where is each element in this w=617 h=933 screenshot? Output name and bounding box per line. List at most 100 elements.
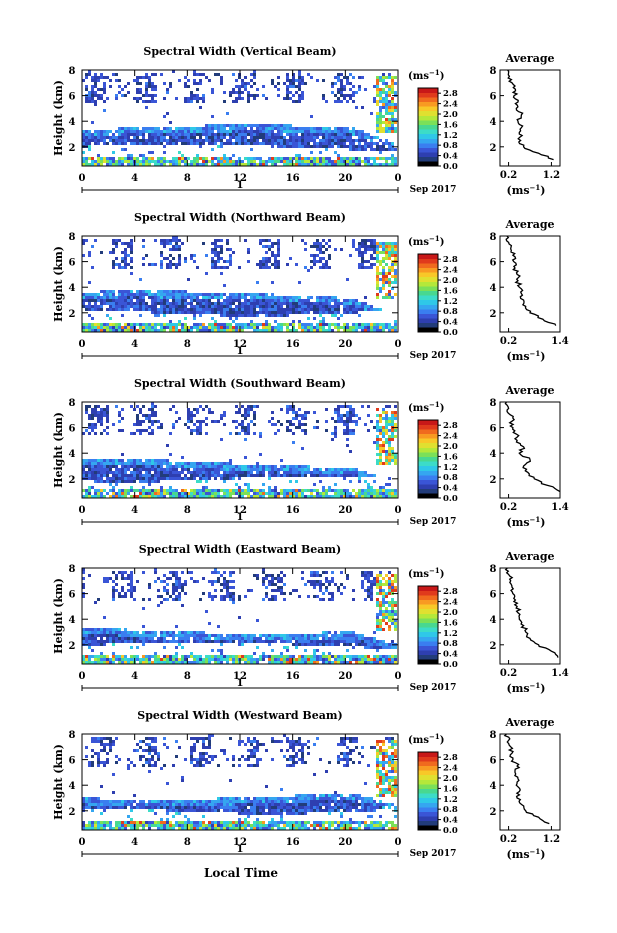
- heatmap-cell: [331, 311, 334, 314]
- heatmap-cell: [136, 299, 139, 302]
- heatmap-cell: [232, 571, 235, 574]
- heatmap-cell: [211, 465, 214, 468]
- heatmap-cell: [346, 438, 349, 441]
- heatmap-cell: [265, 634, 268, 637]
- heatmap-cell: [247, 157, 250, 160]
- heatmap-cell: [124, 492, 127, 495]
- heatmap-cell: [193, 640, 196, 643]
- heatmap-cell: [130, 646, 133, 649]
- heatmap-cell: [262, 483, 265, 486]
- heatmap-cell: [325, 133, 328, 136]
- heatmap-cell: [295, 263, 298, 266]
- heatmap-cell: [196, 465, 199, 468]
- heatmap-cell: [235, 483, 238, 486]
- heatmap-cell: [91, 94, 94, 97]
- heatmap-cell: [232, 592, 235, 595]
- heatmap-cell: [190, 142, 193, 145]
- heatmap-cell: [319, 251, 322, 254]
- heatmap-cell: [172, 245, 175, 248]
- heatmap-cell: [121, 148, 124, 151]
- heatmap-cell: [262, 245, 265, 248]
- heatmap-cell: [394, 326, 397, 329]
- heatmap-cell: [193, 580, 196, 583]
- heatmap-cell: [316, 299, 319, 302]
- heatmap-cell: [124, 577, 127, 580]
- heatmap-cell: [232, 601, 235, 604]
- heatmap-cell: [118, 139, 121, 142]
- heatmap-cell: [196, 323, 199, 326]
- heatmap-cell: [100, 474, 103, 477]
- heatmap-cell: [385, 97, 388, 100]
- heatmap-cell: [169, 260, 172, 263]
- heatmap-cell: [271, 305, 274, 308]
- heatmap-cell: [163, 296, 166, 299]
- heatmap-cell: [88, 486, 91, 489]
- heatmap-cell: [100, 655, 103, 658]
- heatmap-cell: [379, 492, 382, 495]
- heatmap-cell: [175, 462, 178, 465]
- heatmap-cell: [181, 586, 184, 589]
- heatmap-cell: [295, 634, 298, 637]
- heatmap-cell: [316, 260, 319, 263]
- heatmap-cell: [361, 148, 364, 151]
- heatmap-cell: [181, 634, 184, 637]
- heatmap-cell: [217, 308, 220, 311]
- heatmap-cell: [352, 474, 355, 477]
- heatmap-cell: [298, 142, 301, 145]
- heatmap-cell: [97, 477, 100, 480]
- heatmap-cell: [379, 97, 382, 100]
- heatmap-cell: [298, 145, 301, 148]
- heatmap-cell: [118, 480, 121, 483]
- heatmap-cell: [304, 323, 307, 326]
- heatmap-cell: [97, 634, 100, 637]
- heatmap-cell: [130, 248, 133, 251]
- heatmap-cell: [241, 323, 244, 326]
- heatmap-cell: [379, 121, 382, 124]
- heatmap-cell: [238, 296, 241, 299]
- heatmap-cell: [289, 299, 292, 302]
- heatmap-cell: [385, 420, 388, 423]
- heatmap-cell: [109, 139, 112, 142]
- heatmap-cell: [124, 477, 127, 480]
- heatmap-cell: [163, 139, 166, 142]
- heatmap-cell: [100, 302, 103, 305]
- average-frame: [500, 402, 560, 498]
- heatmap-cell: [163, 245, 166, 248]
- heatmap-cell: [301, 429, 304, 432]
- heatmap-cell: [250, 79, 253, 82]
- heatmap-cell: [310, 296, 313, 299]
- heatmap-cell: [358, 302, 361, 305]
- heatmap-cell: [352, 489, 355, 492]
- heatmap-cell: [376, 85, 379, 88]
- heatmap-cell: [163, 462, 166, 465]
- heatmap-cell: [103, 459, 106, 462]
- heatmap-cell: [247, 429, 250, 432]
- heatmap-cell: [310, 133, 313, 136]
- heatmap-cell: [148, 465, 151, 468]
- heatmap-cell: [214, 127, 217, 130]
- heatmap-cell: [160, 293, 163, 296]
- heatmap-cell: [214, 296, 217, 299]
- heatmap-cell: [85, 411, 88, 414]
- heatmap-cell: [250, 320, 253, 323]
- heatmap-cell: [388, 456, 391, 459]
- heatmap-cell: [298, 85, 301, 88]
- heatmap-cell: [160, 462, 163, 465]
- heatmap-cell: [334, 326, 337, 329]
- heatmap-cell: [340, 136, 343, 139]
- heatmap-cell: [163, 586, 166, 589]
- heatmap-cell: [184, 462, 187, 465]
- heatmap-cell: [292, 323, 295, 326]
- heatmap-cell: [388, 245, 391, 248]
- heatmap-cell: [376, 281, 379, 284]
- heatmap-cell: [343, 489, 346, 492]
- heatmap-cell: [244, 465, 247, 468]
- heatmap-cell: [247, 139, 250, 142]
- heatmap-cell: [142, 655, 145, 658]
- heatmap-cell: [319, 160, 322, 163]
- heatmap-cell: [94, 640, 97, 643]
- heatmap-cell: [118, 296, 121, 299]
- heatmap-cell: [169, 320, 172, 323]
- heatmap-cell: [124, 290, 127, 293]
- heatmap-cell: [163, 302, 166, 305]
